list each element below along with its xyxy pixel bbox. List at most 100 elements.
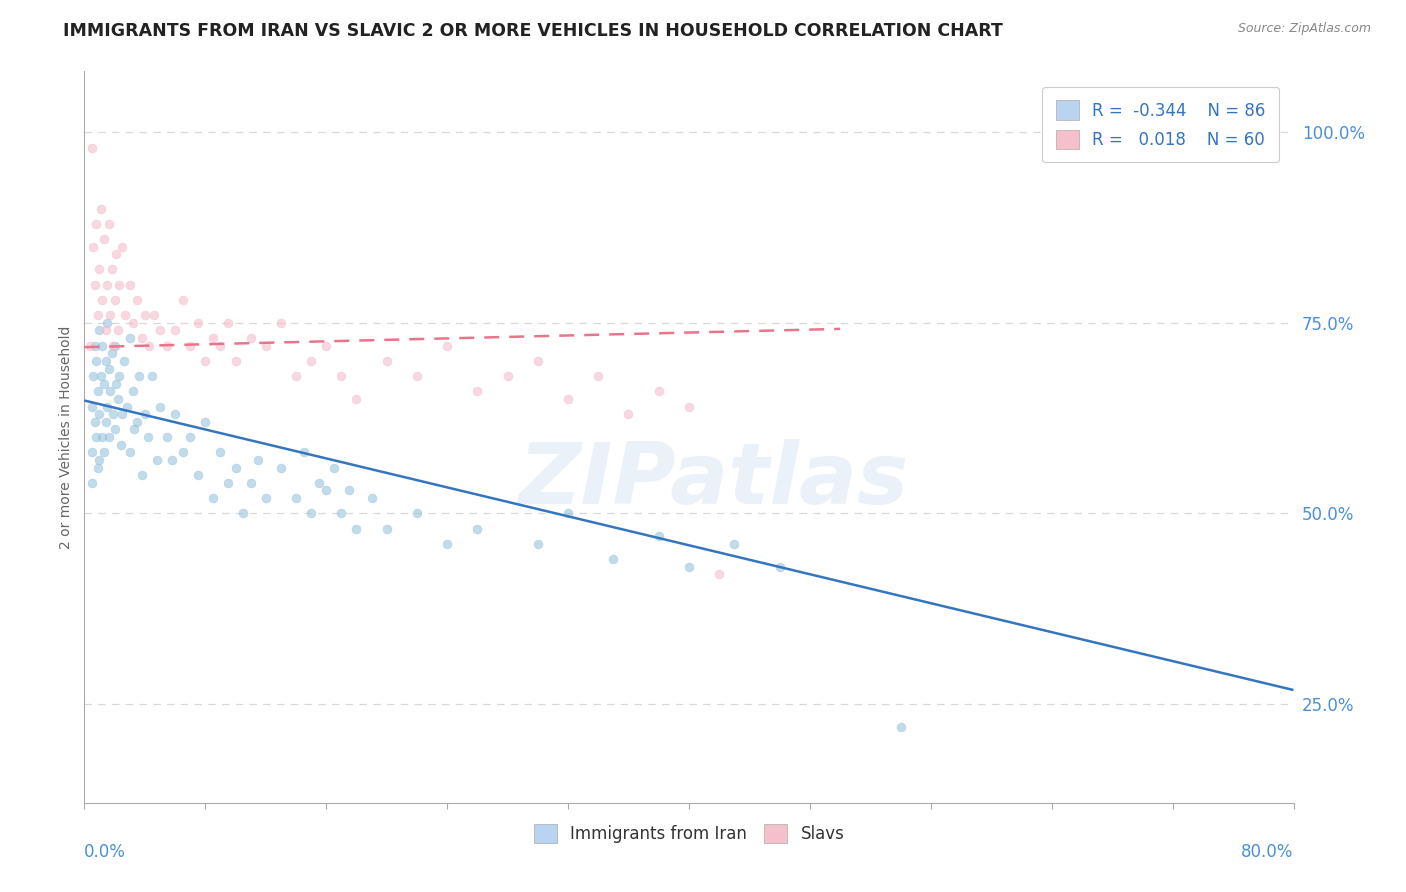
Point — [93, 376, 115, 391]
Point — [330, 369, 353, 384]
Point — [315, 339, 337, 353]
Point — [225, 460, 247, 475]
Point — [194, 415, 217, 429]
Point — [96, 316, 118, 330]
Point — [330, 506, 353, 520]
Point — [270, 316, 292, 330]
Point — [890, 720, 912, 734]
Point — [270, 460, 292, 475]
Point — [209, 339, 232, 353]
Point — [527, 354, 550, 368]
Point — [96, 277, 118, 292]
Point — [723, 537, 745, 551]
Point — [172, 445, 194, 459]
Point — [527, 537, 550, 551]
Point — [105, 376, 128, 391]
Point — [80, 475, 103, 490]
Point — [114, 308, 136, 322]
Point — [84, 415, 107, 429]
Point — [84, 277, 107, 292]
Point — [156, 339, 179, 353]
Point — [104, 293, 127, 307]
Point — [201, 491, 224, 505]
Point — [112, 354, 135, 368]
Point — [127, 415, 149, 429]
Point — [308, 475, 330, 490]
Point — [617, 407, 640, 421]
Point — [165, 323, 187, 337]
Point — [128, 369, 150, 384]
Point — [337, 483, 360, 498]
Point — [648, 384, 671, 399]
Point — [149, 323, 172, 337]
Point — [118, 331, 141, 345]
Point — [648, 529, 671, 543]
Point — [467, 384, 489, 399]
Point — [239, 475, 262, 490]
Point — [96, 400, 118, 414]
Point — [91, 339, 114, 353]
Point — [467, 521, 489, 535]
Point — [292, 445, 315, 459]
Point — [360, 491, 382, 505]
Point — [100, 346, 122, 360]
Point — [709, 567, 731, 582]
Point — [90, 202, 112, 216]
Point — [131, 331, 153, 345]
Point — [225, 354, 247, 368]
Point — [602, 552, 624, 566]
Point — [254, 339, 277, 353]
Point — [678, 559, 700, 574]
Point — [146, 453, 169, 467]
Point — [87, 308, 110, 322]
Point — [86, 217, 108, 231]
Point — [115, 400, 138, 414]
Point — [436, 339, 458, 353]
Point — [80, 140, 103, 154]
Point — [299, 354, 322, 368]
Point — [299, 506, 322, 520]
Text: 80.0%: 80.0% — [1241, 843, 1294, 861]
Point — [118, 445, 141, 459]
Point — [111, 407, 134, 421]
Point — [346, 392, 368, 406]
Point — [101, 339, 124, 353]
Point — [97, 430, 120, 444]
Point — [89, 407, 111, 421]
Point — [141, 369, 163, 384]
Point — [142, 308, 165, 322]
Text: 0.0%: 0.0% — [84, 843, 127, 861]
Point — [496, 369, 519, 384]
Point — [134, 308, 156, 322]
Point — [93, 232, 115, 246]
Point — [136, 430, 159, 444]
Point — [86, 354, 108, 368]
Point — [131, 468, 153, 483]
Point — [406, 506, 429, 520]
Point — [98, 308, 121, 322]
Point — [209, 445, 232, 459]
Point — [111, 239, 134, 253]
Point — [94, 354, 117, 368]
Point — [121, 384, 143, 399]
Point — [322, 460, 344, 475]
Point — [90, 369, 112, 384]
Point — [97, 361, 120, 376]
Point — [100, 262, 122, 277]
Point — [82, 369, 104, 384]
Point — [84, 339, 107, 353]
Point — [201, 331, 224, 345]
Point — [121, 316, 143, 330]
Point — [91, 293, 114, 307]
Point — [217, 475, 239, 490]
Point — [346, 521, 368, 535]
Point — [101, 407, 124, 421]
Point — [118, 277, 141, 292]
Point — [122, 422, 145, 436]
Point — [165, 407, 187, 421]
Point — [110, 438, 132, 452]
Point — [149, 400, 172, 414]
Point — [138, 339, 160, 353]
Point — [127, 293, 149, 307]
Point — [87, 460, 110, 475]
